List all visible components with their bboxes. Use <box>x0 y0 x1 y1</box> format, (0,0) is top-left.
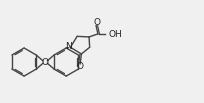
Text: OH: OH <box>108 30 121 39</box>
Text: O: O <box>76 62 83 71</box>
Text: O: O <box>93 18 100 27</box>
Text: O: O <box>41 58 48 67</box>
Text: N: N <box>64 42 71 51</box>
